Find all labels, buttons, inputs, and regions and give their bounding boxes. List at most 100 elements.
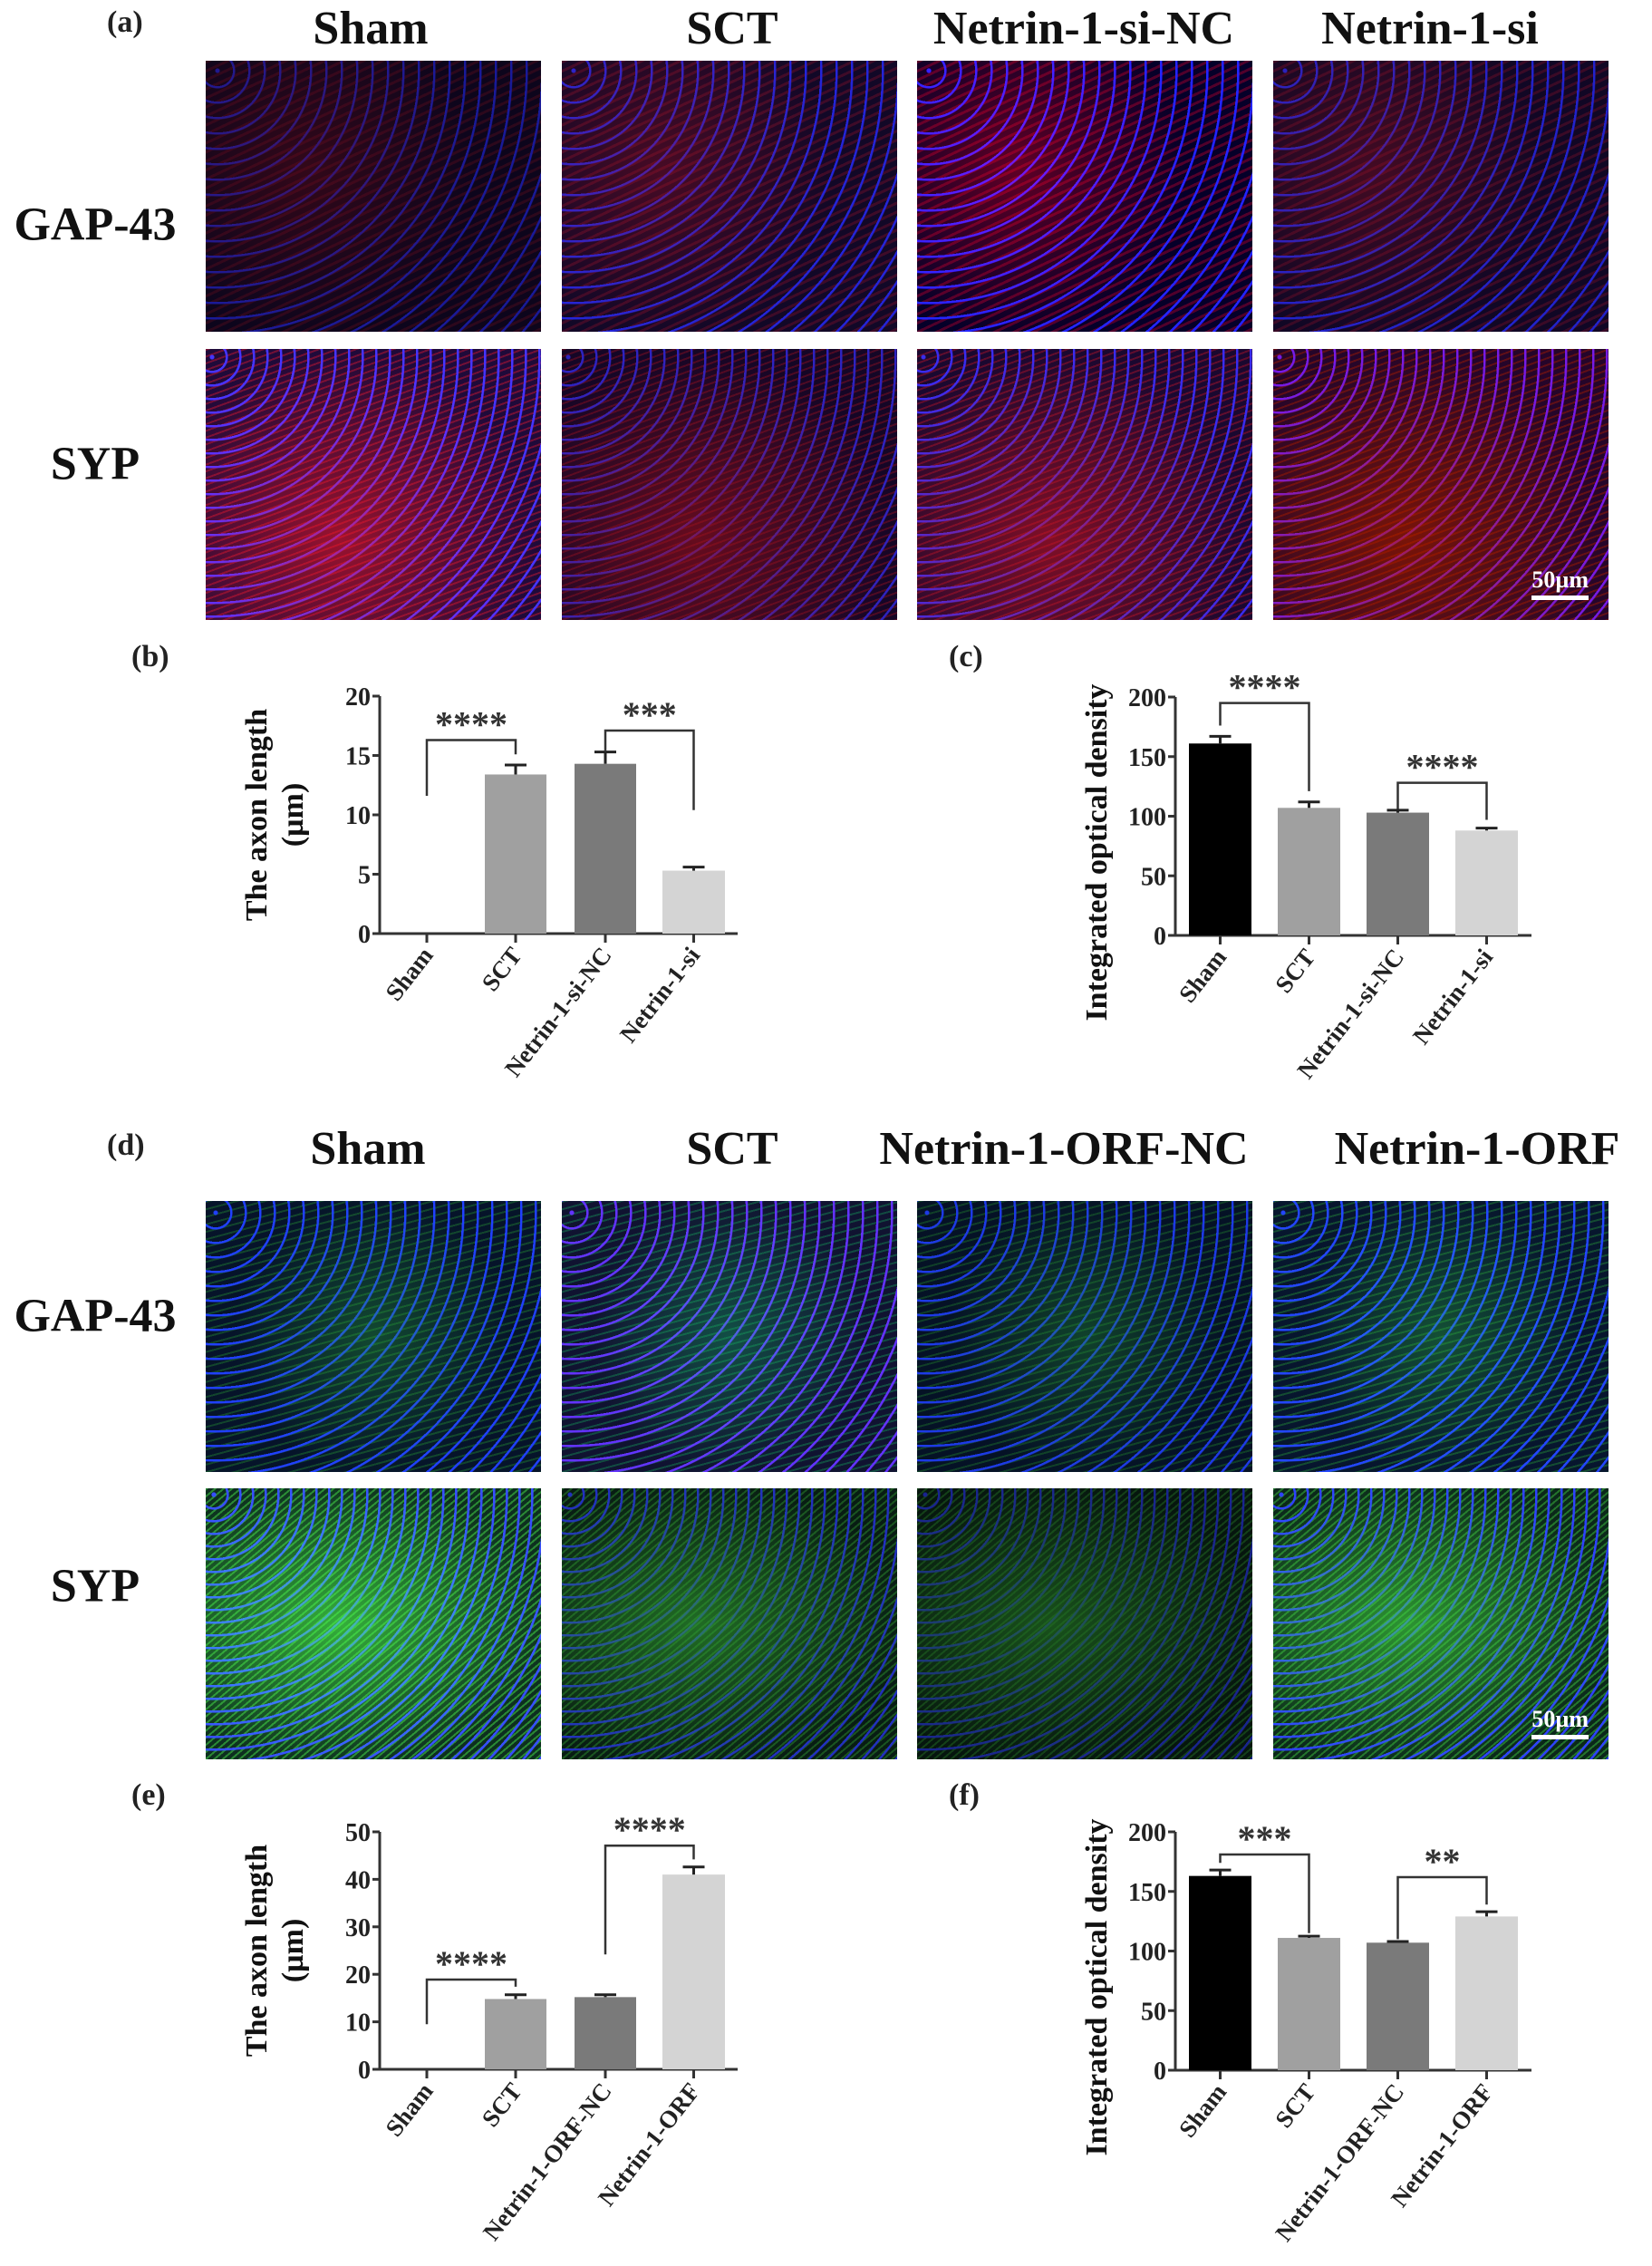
column-title-netrin-orf: Netrin-1-ORF bbox=[1334, 1123, 1620, 1175]
micrograph-gap43-netrin-si-nc bbox=[917, 61, 1252, 332]
x-tick-label: SCT bbox=[1270, 944, 1320, 998]
significance-stars: **** bbox=[435, 703, 507, 744]
significance-bracket bbox=[425, 1978, 517, 2025]
bar-netrin-1-si bbox=[662, 870, 725, 934]
column-title-netrin-si-nc: Netrin-1-si-NC bbox=[932, 3, 1235, 54]
y-axis-label: Integrated optical density bbox=[1080, 1818, 1114, 2155]
row-label-syp: SYP bbox=[50, 1560, 140, 1612]
row-label-gap43: GAP-43 bbox=[14, 199, 177, 251]
column-title-sham: Sham bbox=[313, 3, 429, 54]
bar-sct bbox=[485, 774, 546, 934]
bar-netrin-1-orf-nc bbox=[1367, 1942, 1429, 2070]
column-title-netrin-si: Netrin-1-si bbox=[1321, 3, 1539, 54]
significance-stars: *** bbox=[1238, 1818, 1292, 1859]
micrograph-syp-sham bbox=[206, 349, 541, 620]
micrograph-syp-sham bbox=[206, 1488, 541, 1759]
bar-sham bbox=[1189, 743, 1251, 935]
micrograph-gap43-netrin-orf-nc bbox=[917, 1201, 1252, 1472]
significance-bracket bbox=[1396, 1875, 1488, 1940]
column-title-sct: SCT bbox=[686, 3, 778, 54]
y-tick-label: 40 bbox=[345, 1866, 371, 1894]
bar-netrin-1-si bbox=[1455, 830, 1518, 935]
significance-stars: **** bbox=[613, 1809, 686, 1850]
x-tick-label: SCT bbox=[477, 2077, 527, 2132]
bar-sham bbox=[1189, 1875, 1251, 2070]
significance-bracket bbox=[1219, 702, 1310, 791]
y-tick-label: 30 bbox=[345, 1914, 371, 1942]
y-tick-label: 0 bbox=[1154, 923, 1166, 951]
micrograph-gap43-netrin-si bbox=[1273, 61, 1609, 332]
y-tick-label: 200 bbox=[1128, 684, 1166, 712]
bar-netrin-1-si-nc bbox=[1367, 812, 1429, 935]
bar-netrin-1-orf-nc bbox=[575, 1997, 636, 2069]
y-tick-label: 100 bbox=[1128, 804, 1166, 832]
micrograph-syp-netrin-si: 50µm bbox=[1273, 349, 1609, 620]
micrograph-syp-netrin-si-nc bbox=[917, 349, 1252, 620]
column-title-netrin-orf-nc: Netrin-1-ORF-NC bbox=[879, 1123, 1249, 1175]
panel-label-a: (a) bbox=[107, 5, 143, 39]
bar-netrin-1-orf bbox=[1455, 1916, 1518, 2070]
y-axis-label: Integrated optical density bbox=[1080, 683, 1114, 1021]
x-tick-label: Netrin-1-si bbox=[1407, 944, 1499, 1050]
y-tick-label: 0 bbox=[1154, 2058, 1166, 2086]
y-tick-label: 10 bbox=[345, 2009, 371, 2038]
x-tick-label: SCT bbox=[477, 942, 527, 996]
y-tick-label: 50 bbox=[1141, 1998, 1166, 2026]
scale-bar: 50µm bbox=[1531, 1706, 1589, 1739]
y-tick-label: 5 bbox=[358, 862, 371, 890]
micrograph-syp-sct bbox=[562, 349, 897, 620]
y-tick-label: 200 bbox=[1128, 1819, 1166, 1847]
significance-stars: *** bbox=[623, 694, 677, 735]
scale-bar: 50µm bbox=[1531, 566, 1589, 600]
y-tick-label: 20 bbox=[345, 1961, 371, 1990]
panel-label: (e) bbox=[131, 1778, 166, 1812]
y-tick-label: 0 bbox=[358, 2057, 371, 2085]
micrograph-syp-netrin-orf: 50µm bbox=[1273, 1488, 1609, 1759]
x-tick-label: Sham bbox=[1174, 944, 1232, 1008]
y-tick-label: 100 bbox=[1128, 1939, 1166, 1967]
significance-bracket bbox=[604, 1844, 695, 1955]
y-tick-label: 50 bbox=[1141, 863, 1166, 891]
significance-stars: ** bbox=[1425, 1841, 1461, 1882]
significance-bracket bbox=[425, 739, 517, 797]
y-tick-label: 150 bbox=[1128, 744, 1166, 772]
y-tick-label: 150 bbox=[1128, 1879, 1166, 1907]
significance-stars: **** bbox=[1229, 667, 1301, 708]
y-tick-label: 15 bbox=[345, 743, 371, 771]
y-axis-label: (µm) bbox=[276, 1919, 310, 1983]
significance-stars: **** bbox=[435, 1943, 507, 1984]
micrograph-syp-netrin-orf-nc bbox=[917, 1488, 1252, 1759]
significance-bracket bbox=[1396, 781, 1488, 820]
y-axis-label: The axon length bbox=[240, 709, 274, 921]
column-title-sham: Sham bbox=[310, 1123, 426, 1175]
y-axis-label: The axon length bbox=[240, 1845, 274, 2057]
micrograph-syp-sct bbox=[562, 1488, 897, 1759]
y-axis-label: (µm) bbox=[276, 783, 310, 847]
significance-bracket bbox=[1219, 1853, 1310, 1933]
x-tick-label: Sham bbox=[1174, 2078, 1232, 2143]
y-tick-label: 50 bbox=[345, 1819, 371, 1847]
y-tick-label: 20 bbox=[345, 683, 371, 712]
bar-sct bbox=[1278, 808, 1340, 935]
scale-bar-label: 50µm bbox=[1531, 1706, 1589, 1732]
micrograph-gap43-sct bbox=[562, 1201, 897, 1472]
micrograph-gap43-sct bbox=[562, 61, 897, 332]
x-tick-label: Netrin-1-si bbox=[614, 942, 706, 1048]
micrograph-gap43-sham bbox=[206, 1201, 541, 1472]
row-label-gap43: GAP-43 bbox=[14, 1290, 177, 1342]
bar-netrin-1-orf bbox=[662, 1874, 725, 2069]
micrograph-gap43-sham bbox=[206, 61, 541, 332]
bar-netrin-1-si-nc bbox=[575, 763, 636, 934]
panel-label: (f) bbox=[949, 1778, 980, 1812]
panel-label: (c) bbox=[949, 640, 983, 673]
significance-stars: **** bbox=[1406, 747, 1479, 788]
significance-bracket bbox=[604, 729, 695, 810]
y-tick-label: 10 bbox=[345, 802, 371, 830]
micrograph-gap43-netrin-orf bbox=[1273, 1201, 1609, 1472]
scale-bar-label: 50µm bbox=[1531, 566, 1589, 593]
bar-sct bbox=[485, 1999, 546, 2069]
panel-label-d: (d) bbox=[107, 1128, 145, 1162]
y-tick-label: 0 bbox=[358, 921, 371, 949]
x-tick-label: Sham bbox=[380, 2077, 439, 2142]
